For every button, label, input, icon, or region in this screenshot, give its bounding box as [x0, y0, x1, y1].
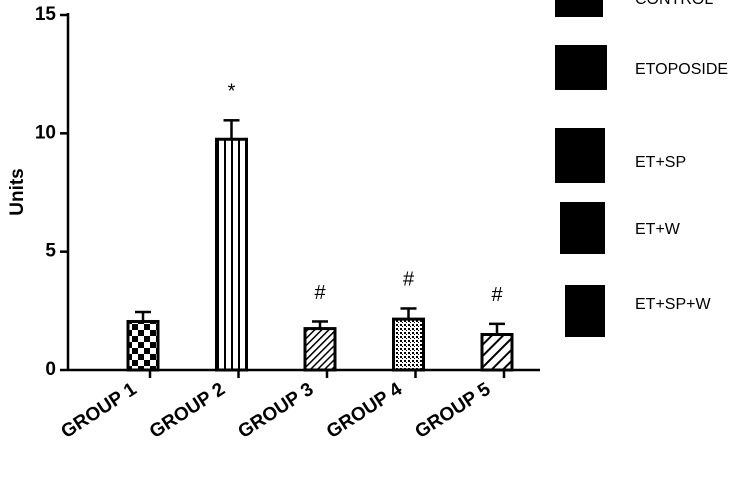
- y-tick-label: 5: [45, 241, 56, 262]
- y-tick-label: 10: [35, 122, 56, 143]
- bar: [215, 137, 248, 372]
- bar: [126, 319, 160, 372]
- legend-swatch: [565, 285, 605, 337]
- bar: [480, 333, 514, 372]
- y-tick-label: 15: [35, 4, 57, 25]
- legend-swatch: [555, 45, 607, 90]
- significance-mark: #: [314, 282, 326, 304]
- legend-label: ET+SP: [635, 154, 686, 171]
- bar: [303, 327, 337, 372]
- legend-label: ETOPOSIDE: [635, 61, 728, 78]
- bar: [392, 317, 425, 372]
- legend-swatch: [555, 128, 605, 183]
- significance-mark: #: [403, 269, 415, 291]
- x-tick-label: GROUP 1: [58, 379, 141, 443]
- legend-swatch: [560, 202, 605, 254]
- x-tick-label: GROUP 5: [412, 379, 495, 443]
- legend-label: CONTROL: [635, 0, 713, 8]
- y-axis-label: Units: [7, 168, 28, 216]
- legend-label: ET+W: [635, 221, 681, 238]
- x-tick-label: GROUP 3: [235, 379, 318, 443]
- x-tick-label: GROUP 2: [146, 379, 229, 443]
- x-tick-label: GROUP 4: [323, 379, 406, 443]
- y-tick-label: 0: [45, 359, 56, 380]
- significance-mark: #: [491, 284, 503, 306]
- legend-swatch: [555, 0, 603, 17]
- significance-mark: *: [228, 81, 236, 103]
- legend-label: ET+SP+W: [635, 296, 711, 313]
